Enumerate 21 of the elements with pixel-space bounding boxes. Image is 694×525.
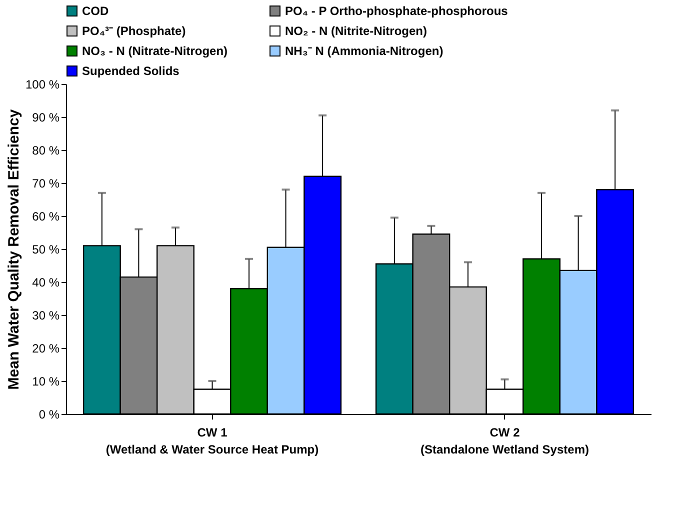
y-tick-label: 70 % [32,176,60,190]
legend-label: NO₃ - N (Nitrate-Nitrogen) [82,44,228,58]
legend-label: NO₂ - N (Nitrite-Nitrogen) [285,24,427,38]
y-tick-label: 30 % [32,308,60,322]
y-tick-label: 50 % [32,242,60,256]
legend-label: PO₄ - P Ortho-phosphate-phosphorous [285,4,508,18]
legend-label: COD [82,4,109,18]
y-axis-title: Mean Water Quality Removal Efficiency [5,108,22,390]
y-tick-label: 60 % [32,210,60,224]
y-tick-label: 80 % [32,144,60,158]
y-tick-label: 20 % [32,342,60,356]
y-tick-label: 10 % [32,374,60,388]
legend-label: NH₃⁻ N (Ammonia-Nitrogen) [285,44,444,58]
y-tick-label: 0 % [38,408,60,422]
x-tick-label: CW 2 (Standalone Wetland System) [420,426,589,456]
y-tick-label: 100 % [25,78,60,92]
y-tick-label: 40 % [32,276,60,290]
x-tick-label: CW 1 (Wetland & Water Source Heat Pump) [106,426,319,456]
y-tick-label: 90 % [32,110,60,124]
legend-label: Supended Solids [82,64,180,78]
legend-label: PO₄³⁻ (Phosphate) [82,24,186,38]
